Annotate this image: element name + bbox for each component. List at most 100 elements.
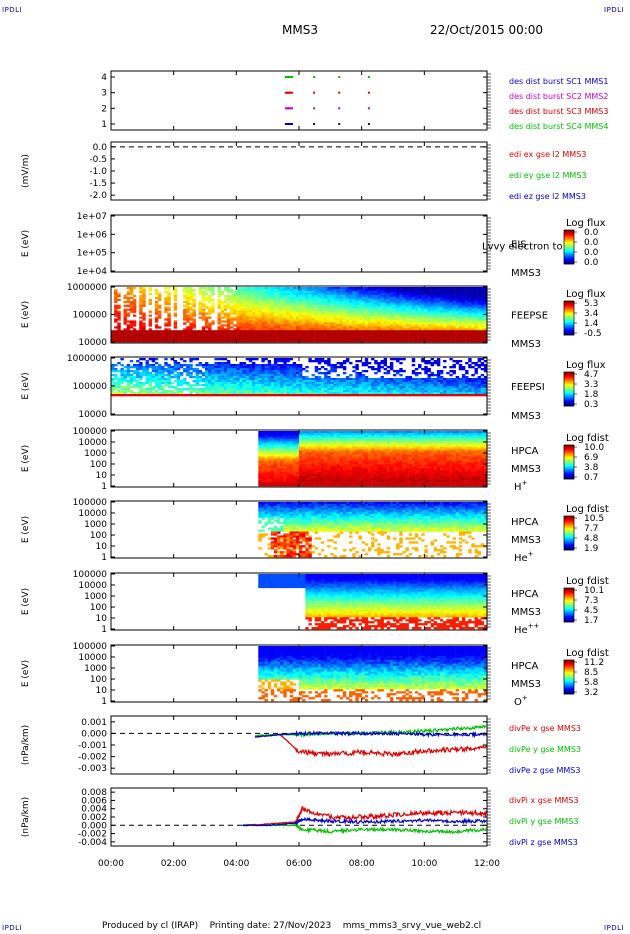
heatmap-cell — [114, 294, 118, 298]
heatmap-cell — [405, 312, 409, 315]
heatmap-cell — [289, 358, 293, 361]
heatmap-cell — [374, 298, 378, 302]
heatmap-cell — [358, 390, 362, 393]
heatmap-cell — [461, 298, 466, 302]
heatmap-cell — [402, 332, 406, 335]
heatmap-cell — [295, 290, 300, 294]
heatmap-cell — [248, 392, 253, 395]
heatmap-cell — [223, 388, 228, 391]
heatmap-cell — [280, 324, 284, 327]
heatmap-cell — [264, 312, 268, 315]
heatmap-cell — [167, 372, 171, 375]
heatmap-cell — [427, 370, 431, 373]
heatmap-cell — [264, 370, 268, 373]
heatmap-cell — [302, 328, 306, 331]
heatmap-cell — [233, 336, 237, 339]
heatmap-cell — [411, 324, 416, 327]
heatmap-cell — [123, 334, 127, 337]
page-date: 22/Oct/2015 00:00 — [430, 23, 544, 37]
heatmap-cell — [217, 320, 221, 323]
heatmap-cell — [446, 380, 450, 383]
heatmap-cell — [248, 302, 253, 305]
heatmap-cell — [446, 322, 450, 325]
heatmap-cell — [299, 308, 303, 311]
heatmap-cell — [258, 322, 262, 325]
heatmap-cell — [183, 318, 187, 321]
heatmap-cell — [255, 358, 259, 361]
heatmap-cell — [346, 322, 350, 325]
heatmap-cell — [446, 312, 450, 315]
heatmap-cell — [455, 336, 460, 339]
heatmap-cell — [230, 338, 234, 341]
heatmap-cell — [277, 390, 281, 393]
heatmap-cell — [389, 287, 394, 290]
heatmap-cell — [461, 384, 466, 387]
colorbar-cell — [564, 238, 574, 240]
heatmap-cell — [333, 380, 337, 383]
heatmap-cell — [465, 304, 469, 307]
heatmap-cell — [236, 320, 240, 323]
heatmap-cell — [320, 308, 325, 311]
heatmap-cell — [333, 386, 337, 389]
heatmap-cell — [151, 386, 156, 389]
heatmap-cell — [333, 394, 337, 397]
heatmap-cell — [483, 306, 488, 309]
heatmap-cell — [358, 332, 362, 335]
heatmap-cell — [330, 384, 334, 387]
heatmap-cell — [305, 378, 309, 381]
heatmap-cell — [383, 392, 387, 395]
heatmap-cell — [314, 366, 319, 369]
heatmap-cell — [320, 392, 325, 395]
heatmap-cell — [289, 324, 293, 327]
heatmap-cell — [201, 364, 206, 367]
heatmap-cell — [311, 314, 315, 317]
heatmap-cell — [239, 382, 243, 385]
heatmap-cell — [236, 388, 240, 391]
heatmap-cell — [277, 384, 281, 387]
heatmap-cell — [305, 318, 309, 321]
heatmap-cell — [424, 384, 428, 387]
heatmap-cell — [449, 289, 453, 292]
heatmap-cell — [192, 326, 196, 329]
heatmap-cell — [299, 370, 303, 373]
colorbar-cell — [564, 256, 574, 258]
heatmap-cell — [280, 388, 284, 391]
heatmap-cell — [217, 294, 221, 298]
heatmap-cell — [386, 328, 391, 331]
heatmap-cell — [264, 304, 268, 307]
heatmap-cell — [408, 384, 413, 387]
heatmap-cell — [198, 338, 203, 341]
heatmap-cell — [117, 310, 121, 313]
heatmap-cell — [252, 330, 256, 333]
heatmap-cell — [198, 364, 203, 367]
heatmap-cell — [270, 384, 275, 387]
heatmap-cell — [358, 290, 362, 294]
heatmap-cell — [283, 306, 287, 309]
heatmap-cell — [217, 386, 221, 389]
heatmap-cell — [173, 394, 178, 397]
heatmap-cell — [471, 310, 475, 313]
heatmap-cell — [364, 386, 369, 389]
heatmap-cell — [217, 372, 221, 375]
heatmap-cell — [314, 310, 319, 313]
heatmap-cell — [389, 394, 394, 397]
heatmap-cell — [314, 290, 319, 294]
heatmap-cell — [320, 384, 325, 387]
heatmap-cell — [449, 384, 453, 387]
heatmap-cell — [132, 372, 137, 375]
heatmap-cell — [346, 392, 350, 395]
heatmap-cell — [245, 340, 250, 343]
heatmap-cell — [402, 388, 406, 391]
heatmap-cell — [367, 294, 372, 298]
colorbar-cell — [564, 248, 574, 250]
heatmap-cell — [245, 292, 250, 296]
heatmap-cell — [142, 392, 146, 395]
heatmap-cell — [436, 380, 441, 383]
heatmap-cell — [283, 336, 287, 339]
heatmap-cell — [399, 334, 403, 337]
heatmap-cell — [170, 386, 174, 389]
heatmap-cell — [267, 360, 272, 363]
heatmap-cell — [239, 306, 243, 309]
heatmap-cell — [120, 372, 124, 375]
heatmap-cell — [311, 388, 315, 391]
